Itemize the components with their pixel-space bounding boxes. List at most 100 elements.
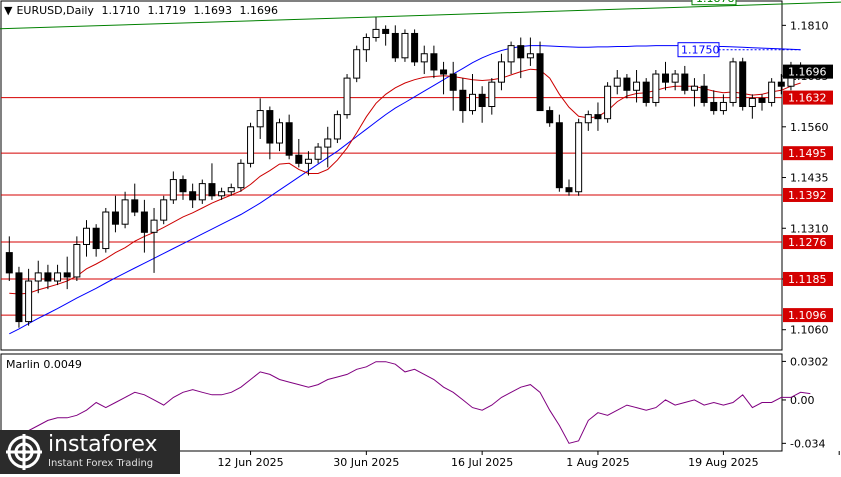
level-price-tag: [783, 235, 833, 250]
candle-body: [140, 211, 148, 233]
level-price-label: 1.1096: [788, 309, 827, 322]
candle-body: [237, 162, 245, 189]
indicator-label: Marlin 0.0049: [6, 358, 82, 371]
chart-header: ▼ EURUSD,Daily 1.1710 1.1719 1.1693 1.169…: [4, 4, 282, 17]
candle-body: [198, 183, 206, 201]
candle-body: [54, 272, 62, 282]
candle-body: [613, 77, 621, 87]
candle-body: [604, 85, 612, 120]
candle-body: [189, 191, 197, 201]
main-panel-frame: [0, 0, 783, 351]
candle-body: [575, 122, 583, 193]
candle-body: [623, 77, 631, 91]
close-value: 1.1696: [239, 4, 278, 17]
candle-body: [642, 81, 650, 103]
candle-body: [391, 32, 399, 59]
indicator-y-tick-label: 0.00: [790, 394, 815, 407]
level-price-tag: [783, 146, 833, 161]
trend-label-box: [691, 0, 737, 6]
indicator-y-tick-label: -0.034: [790, 437, 825, 450]
candle-body: [5, 252, 13, 274]
candle-body: [710, 101, 718, 112]
candle-body: [478, 93, 486, 108]
candle-body: [353, 49, 361, 79]
ma-fast-line: [9, 68, 801, 295]
candle-body: [333, 114, 341, 140]
candle-body: [247, 126, 255, 164]
indicator-line: [8, 361, 811, 444]
candle-body: [160, 199, 168, 221]
y-tick-label: 1.1810: [790, 19, 829, 32]
candle-body: [546, 110, 554, 124]
logo-icon: [6, 434, 42, 470]
candle-body: [25, 280, 33, 323]
level-price-label: 1.1276: [788, 236, 827, 249]
candle-body: [411, 32, 419, 63]
candle-body: [150, 219, 158, 233]
candle-body: [719, 101, 727, 112]
trend-line-label: 1.1878: [696, 0, 735, 5]
candle-body: [102, 211, 110, 250]
candle-body: [633, 81, 641, 91]
low-value: 1.1693: [193, 4, 232, 17]
ma-slow-label: 1.1750: [681, 44, 720, 57]
candle-body: [526, 53, 534, 59]
candle-body: [671, 73, 679, 83]
candle-body: [227, 187, 235, 193]
candle-body: [266, 110, 274, 144]
candle-body: [15, 272, 23, 323]
candle-body: [362, 37, 370, 51]
candle-body: [507, 45, 515, 63]
candle-body: [748, 97, 756, 108]
candle-body: [662, 73, 669, 83]
candle-body: [276, 122, 283, 144]
candle-body: [690, 85, 698, 91]
candle-body: [285, 122, 293, 156]
candle-body: [179, 179, 187, 193]
current-price-label: 1.1696: [788, 66, 827, 79]
logo-tagline: Instant Forex Trading: [48, 458, 154, 469]
candle-body: [777, 81, 785, 87]
x-tick-label: 19 Aug 2025: [688, 456, 758, 469]
candle-body: [739, 61, 747, 108]
indicator-y-tick-label: 0.0302: [790, 355, 829, 368]
candle-body: [218, 191, 226, 197]
x-tick-label: 30 Jun 2025: [333, 456, 399, 469]
candle-body: [324, 138, 332, 148]
trend-line: [0, 1, 841, 30]
candle-body: [304, 158, 312, 164]
candle-body: [729, 61, 737, 103]
level-price-label: 1.1495: [788, 147, 827, 160]
symbol-menu-icon[interactable]: ▼: [4, 4, 13, 17]
level-price-label: 1.1632: [788, 92, 827, 105]
candle-body: [555, 122, 563, 189]
open-value: 1.1710: [101, 4, 140, 17]
candle-body: [430, 53, 438, 71]
candle-body: [536, 53, 544, 112]
candle-body: [34, 272, 42, 282]
candle-body: [73, 243, 81, 278]
candle-body: [372, 28, 380, 39]
candle-body: [131, 199, 139, 213]
x-tick-label: 1 Aug 2025: [566, 456, 629, 469]
brand-logo: instaforex Instant Forex Trading: [0, 430, 180, 474]
candle-body: [565, 187, 573, 193]
candle-body: [208, 183, 216, 197]
candle-body: [440, 69, 448, 75]
candle-body: [44, 272, 52, 282]
current-price-tag: [783, 64, 833, 79]
y-tick-label: 1.1310: [790, 222, 829, 235]
candle-body: [343, 77, 351, 116]
ma-slow-label-box: [677, 42, 720, 58]
candle-body: [497, 61, 505, 83]
symbol-timeframe: EURUSD,Daily: [16, 4, 94, 17]
candle-body: [584, 114, 592, 124]
candle-body: [459, 89, 467, 112]
level-price-tag: [783, 271, 833, 286]
level-price-tag: [783, 308, 833, 323]
candle-body: [449, 73, 457, 91]
level-price-label: 1.1185: [788, 273, 827, 286]
x-tick-label: 16 Jul 2025: [451, 456, 513, 469]
